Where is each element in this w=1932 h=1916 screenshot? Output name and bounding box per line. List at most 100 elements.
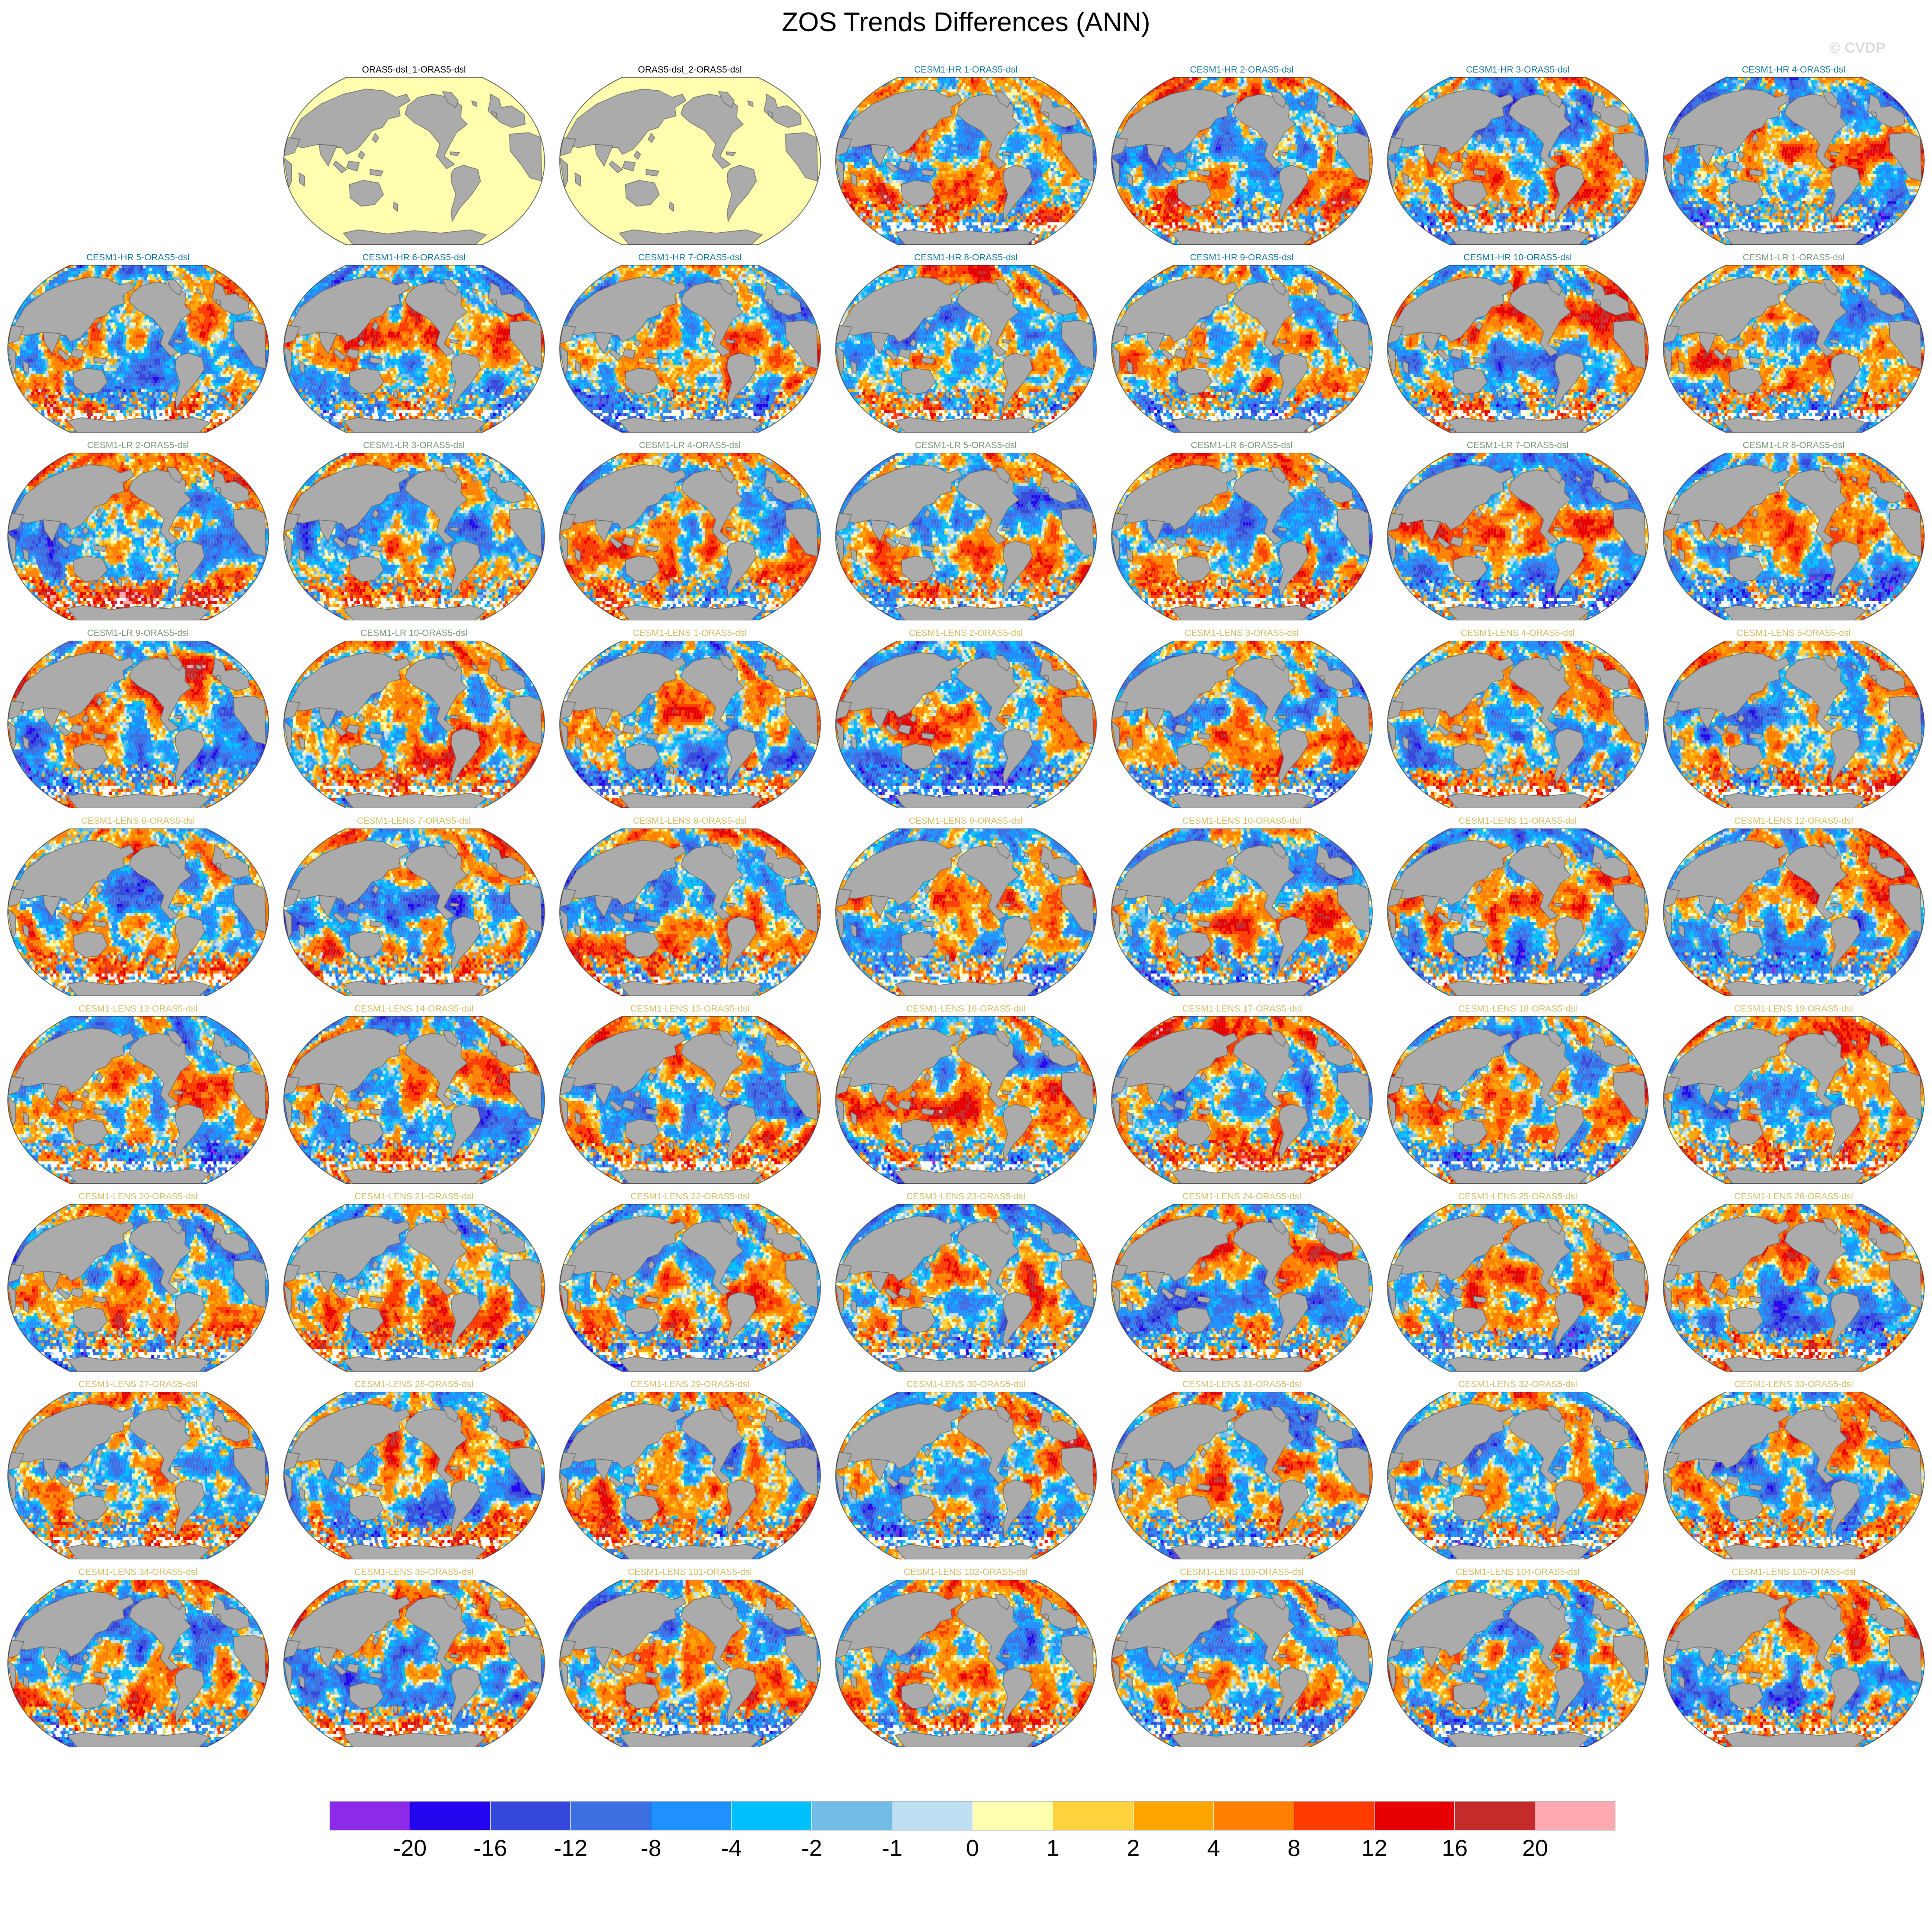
colorbar-tick-label: -1 xyxy=(881,1835,903,1861)
map-panel: ORAS5-dsl_1-ORAS5-dsl xyxy=(276,64,552,252)
world-map-canvas xyxy=(282,641,546,808)
panel-title: CESM1-LENS 9-ORAS5-dsl xyxy=(909,816,1023,826)
panel-title: CESM1-LENS 4-ORAS5-dsl xyxy=(1460,628,1575,638)
world-map-canvas xyxy=(834,1580,1098,1747)
world-map-canvas xyxy=(1386,828,1650,996)
colorbar-cell xyxy=(571,1802,652,1830)
colorbar-cell xyxy=(972,1802,1053,1830)
map-panel: CESM1-LENS 12-ORAS5-dsl xyxy=(1656,816,1932,1003)
panel-title: CESM1-HR 5-ORAS5-dsl xyxy=(86,253,190,262)
map-panel: CESM1-LENS 101-ORAS5-dsl xyxy=(552,1567,828,1755)
map-panel: CESM1-LENS 8-ORAS5-dsl xyxy=(552,816,828,1003)
world-map-canvas xyxy=(282,1204,546,1372)
world-map-canvas xyxy=(558,265,822,433)
map-panel: CESM1-LENS 27-ORAS5-dsl xyxy=(0,1379,276,1567)
map-panel: CESM1-LENS 102-ORAS5-dsl xyxy=(828,1567,1104,1755)
map-panel: CESM1-LR 2-ORAS5-dsl xyxy=(0,440,276,628)
panel-title: CESM1-LENS 33-ORAS5-dsl xyxy=(1734,1379,1853,1389)
panel-title: CESM1-HR 3-ORAS5-dsl xyxy=(1466,65,1570,75)
colorbar-cell xyxy=(491,1802,571,1830)
world-map-canvas xyxy=(834,828,1098,996)
colorbar-cell xyxy=(330,1802,411,1830)
panel-title: CESM1-LR 3-ORAS5-dsl xyxy=(363,440,465,450)
world-map-canvas xyxy=(1110,1580,1374,1747)
panel-title: CESM1-LR 7-ORAS5-dsl xyxy=(1466,440,1569,450)
world-map-canvas xyxy=(1386,1204,1650,1372)
map-panel: CESM1-LENS 1-ORAS5-dsl xyxy=(552,628,828,816)
world-map-canvas xyxy=(1662,1392,1926,1559)
panel-title: CESM1-LR 8-ORAS5-dsl xyxy=(1742,440,1845,450)
world-map-canvas xyxy=(1386,453,1650,620)
figure-title: ZOS Trends Differences (ANN) xyxy=(782,7,1150,37)
map-panel: CESM1-LENS 32-ORAS5-dsl xyxy=(1380,1379,1656,1567)
panel-title: CESM1-LR 5-ORAS5-dsl xyxy=(915,440,1017,450)
world-map-canvas xyxy=(1662,77,1926,245)
colorbar-cell xyxy=(651,1802,732,1830)
world-map-canvas xyxy=(558,828,822,996)
map-panel: CESM1-HR 1-ORAS5-dsl xyxy=(828,64,1104,252)
world-map-canvas xyxy=(558,641,822,808)
map-panel: CESM1-LENS 19-ORAS5-dsl xyxy=(1656,1003,1932,1191)
map-panel-grid: ORAS5-dsl_1-ORAS5-dsl ORAS5-dsl_2-ORAS5-d… xyxy=(0,64,1932,1755)
panel-title: CESM1-LENS 15-ORAS5-dsl xyxy=(630,1004,750,1014)
panel-title: CESM1-LENS 26-ORAS5-dsl xyxy=(1734,1192,1853,1201)
map-panel: CESM1-LENS 30-ORAS5-dsl xyxy=(828,1379,1104,1567)
panel-title: CESM1-LENS 31-ORAS5-dsl xyxy=(1182,1379,1302,1389)
colorbar-tick-label: 16 xyxy=(1441,1835,1468,1861)
panel-title: CESM1-HR 1-ORAS5-dsl xyxy=(914,65,1018,75)
panel-title: CESM1-LR 4-ORAS5-dsl xyxy=(639,440,741,450)
world-map-canvas xyxy=(1110,1392,1374,1559)
panel-title: CESM1-LENS 35-ORAS5-dsl xyxy=(354,1567,474,1577)
panel-title: CESM1-LENS 21-ORAS5-dsl xyxy=(354,1192,474,1201)
world-map-canvas xyxy=(1110,828,1374,996)
colorbar-tick-label: 1 xyxy=(1046,1835,1060,1861)
world-map-canvas xyxy=(834,1392,1098,1559)
world-map-canvas xyxy=(1662,1016,1926,1184)
panel-title: CESM1-HR 4-ORAS5-dsl xyxy=(1742,65,1846,75)
colorbar-tick-labels: -20 -16 -12 -8 -4 -2 -1 0 1 2 4 8 12 16 20 xyxy=(329,1835,1615,1869)
panel-title: CESM1-LENS 27-ORAS5-dsl xyxy=(78,1379,198,1389)
world-map-canvas xyxy=(6,1392,270,1559)
panel-title: CESM1-LENS 25-ORAS5-dsl xyxy=(1458,1192,1577,1201)
panel-title: CESM1-LENS 34-ORAS5-dsl xyxy=(78,1567,198,1577)
colorbar-tick-label: -2 xyxy=(801,1835,822,1861)
colorbar-tick-label: -8 xyxy=(640,1835,662,1861)
map-panel: CESM1-LENS 34-ORAS5-dsl xyxy=(0,1567,276,1755)
map-panel: CESM1-HR 9-ORAS5-dsl xyxy=(1104,252,1380,440)
map-panel: CESM1-LR 7-ORAS5-dsl xyxy=(1380,440,1656,628)
world-map-canvas xyxy=(6,828,270,996)
map-panel: CESM1-LENS 103-ORAS5-dsl xyxy=(1104,1567,1380,1755)
colorbar-tick-label: 8 xyxy=(1287,1835,1301,1861)
panel-title: ORAS5-dsl_1-ORAS5-dsl xyxy=(362,65,466,75)
colorbar-tick-label: -4 xyxy=(721,1835,742,1861)
world-map-canvas xyxy=(558,1580,822,1747)
panel-title: CESM1-LR 1-ORAS5-dsl xyxy=(1742,253,1845,262)
map-panel: CESM1-LR 5-ORAS5-dsl xyxy=(828,440,1104,628)
cvdp-watermark: © CVDP xyxy=(1830,40,1885,56)
map-panel: CESM1-LENS 4-ORAS5-dsl xyxy=(1380,628,1656,816)
map-panel: CESM1-LENS 21-ORAS5-dsl xyxy=(276,1191,552,1379)
colorbar-cell xyxy=(732,1802,812,1830)
panel-title: CESM1-LENS 20-ORAS5-dsl xyxy=(78,1192,198,1201)
map-panel: CESM1-HR 4-ORAS5-dsl xyxy=(1656,64,1932,252)
world-map-canvas xyxy=(558,77,822,245)
colorbar-tick-label: -12 xyxy=(554,1835,588,1861)
map-panel: CESM1-LENS 24-ORAS5-dsl xyxy=(1104,1191,1380,1379)
panel-title: CESM1-LENS 19-ORAS5-dsl xyxy=(1734,1004,1853,1014)
world-map-canvas xyxy=(6,453,270,620)
colorbar-tick-label: 2 xyxy=(1127,1835,1140,1861)
world-map-canvas xyxy=(558,1392,822,1559)
world-map-canvas xyxy=(558,1016,822,1184)
panel-title: CESM1-HR 7-ORAS5-dsl xyxy=(638,253,742,262)
panel-title: CESM1-LR 2-ORAS5-dsl xyxy=(87,440,189,450)
world-map-canvas xyxy=(1110,453,1374,620)
panel-title: CESM1-LENS 103-ORAS5-dsl xyxy=(1179,1567,1304,1577)
panel-title: CESM1-LENS 105-ORAS5-dsl xyxy=(1731,1567,1856,1577)
map-panel: CESM1-LENS 29-ORAS5-dsl xyxy=(552,1379,828,1567)
world-map-canvas xyxy=(834,77,1098,245)
map-panel: CESM1-LENS 3-ORAS5-dsl xyxy=(1104,628,1380,816)
world-map-canvas xyxy=(1386,265,1650,433)
map-panel: CESM1-LENS 15-ORAS5-dsl xyxy=(552,1003,828,1191)
world-map-canvas xyxy=(6,1580,270,1747)
colorbar-section: -20 -16 -12 -8 -4 -2 -1 0 1 2 4 8 12 16 20 xyxy=(329,1801,1615,1869)
